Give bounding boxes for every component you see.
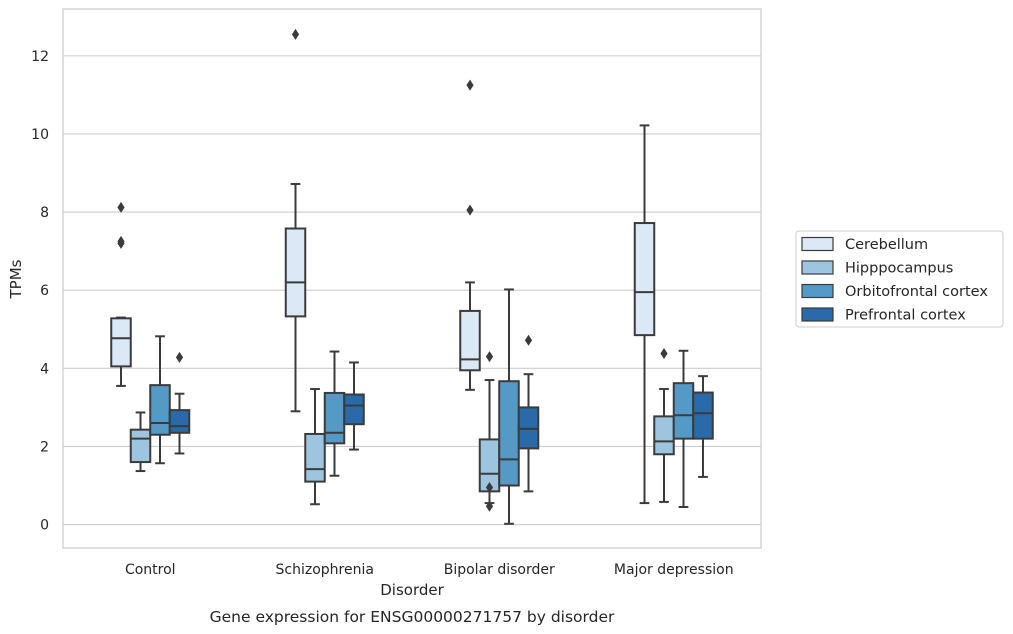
y-tick-label: 0	[40, 518, 49, 534]
box-prefrontal-cortex	[692, 375, 714, 478]
y-tick-label: 4	[40, 361, 49, 377]
iqr-box	[304, 432, 326, 483]
outlier-point	[485, 481, 494, 493]
legend-items: Cerebellum Hipppocampus Orbitofrontal cort…	[801, 236, 988, 324]
outlier-point	[485, 500, 494, 512]
iqr-box	[110, 317, 132, 368]
iqr-box	[149, 384, 171, 436]
x-tick-labels: Control Schizophrenia Bipolar disorder Majo…	[125, 562, 734, 578]
outlier-point	[291, 28, 300, 40]
iqr-box	[323, 391, 346, 445]
legend-label: Orbitofrontal cortex	[845, 284, 988, 300]
box-hipppocampus	[478, 351, 501, 512]
y-tick-labels: 0 2 4 6 8 10 12	[31, 49, 49, 534]
box-prefrontal-cortex	[168, 351, 191, 455]
iqr-box	[633, 222, 656, 337]
box-cerebellum	[110, 201, 132, 387]
iqr-box	[692, 391, 714, 440]
y-tick-label: 8	[40, 205, 49, 221]
boxes	[110, 28, 714, 525]
box-hipppocampus	[304, 388, 326, 506]
box-prefrontal-cortex	[517, 334, 540, 493]
y-axis-label: TPMs	[7, 259, 25, 299]
iqr-box	[343, 393, 365, 426]
legend-swatch	[801, 236, 834, 252]
box-orbitofrontal-cortex	[672, 349, 695, 508]
outlier-point	[175, 351, 184, 363]
box-hipppocampus	[653, 347, 675, 503]
box-hipppocampus	[129, 411, 152, 473]
outlier-point	[117, 201, 125, 213]
x-tick-label: Control	[125, 562, 176, 578]
plot-area-frame	[62, 8, 762, 549]
outlier-point	[524, 334, 533, 346]
legend-label: Prefrontal cortex	[845, 308, 966, 324]
iqr-box	[672, 382, 695, 440]
iqr-box	[129, 428, 152, 464]
legend-swatch	[801, 260, 834, 275]
outlier-point	[466, 204, 474, 216]
legend-swatch	[801, 307, 834, 322]
box-orbitofrontal-cortex	[149, 335, 171, 465]
legend-frame	[795, 230, 1004, 328]
box-cerebellum	[633, 124, 656, 505]
legend-label: Cerebellum	[845, 237, 928, 253]
y-tick-label: 2	[40, 439, 49, 455]
box-cerebellum	[284, 28, 307, 413]
legend: Cerebellum Hipppocampus Orbitofrontal cort…	[795, 230, 1004, 328]
iqr-box	[168, 409, 191, 434]
box-cerebellum	[459, 79, 481, 391]
legend-swatch	[801, 283, 834, 299]
box-orbitofrontal-cortex	[498, 288, 520, 525]
outlier-point	[485, 351, 494, 363]
iqr-box	[284, 227, 307, 318]
chart-caption: Gene expression for ENSG00000271757 by d…	[210, 608, 615, 626]
y-tick-label: 10	[31, 127, 49, 143]
box-orbitofrontal-cortex	[323, 350, 346, 477]
x-tick-label: Schizophrenia	[276, 562, 374, 578]
outlier-point	[117, 235, 125, 247]
outlier-point	[466, 79, 474, 91]
y-tick-label: 12	[31, 49, 49, 65]
x-tick-label: Major depression	[614, 562, 734, 578]
iqr-box	[498, 380, 520, 487]
iqr-box	[459, 309, 481, 372]
x-axis-label: Disorder	[380, 581, 444, 599]
legend-label: Hipppocampus	[845, 261, 953, 277]
iqr-box	[653, 415, 675, 456]
outlier-point	[660, 347, 668, 359]
y-tick-label: 6	[40, 283, 49, 299]
box-prefrontal-cortex	[343, 361, 365, 451]
x-tick-label: Bipolar disorder	[444, 562, 555, 578]
